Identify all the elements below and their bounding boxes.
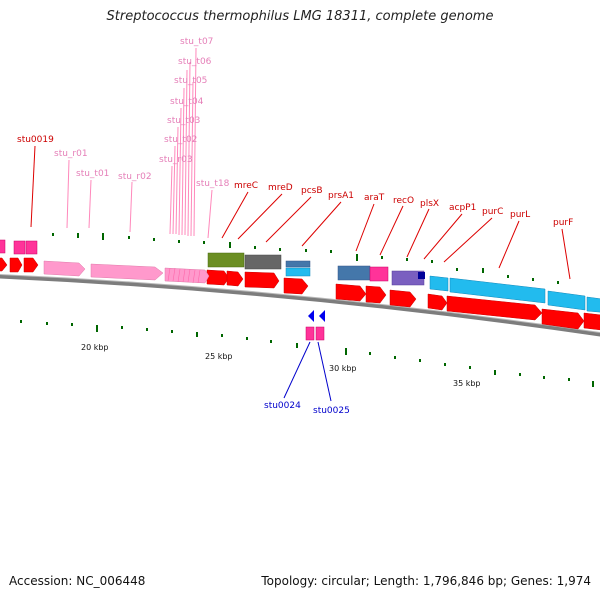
rrna-arrow — [43, 260, 86, 277]
cds-arrow — [0, 257, 8, 272]
label-acpP1: acpP1 — [449, 203, 476, 213]
reverse-arrow — [319, 310, 325, 322]
cog-box-cyan — [449, 277, 546, 304]
label-stu_r01: stu_r01 — [54, 149, 88, 159]
label-recO: recO — [393, 196, 414, 206]
cog-box-magenta — [25, 240, 38, 255]
cog-box-cyan — [429, 275, 449, 292]
cds-arrow — [9, 257, 23, 273]
cds-arrow — [283, 277, 309, 295]
label-purF: purF — [553, 218, 573, 228]
label-stu_t07: stu_t07 — [180, 37, 213, 47]
accession-text: Accession: NC_006448 — [9, 574, 146, 588]
cog-box-cyan — [586, 296, 600, 313]
label-stu_t18: stu_t18 — [196, 179, 230, 189]
cds-arrow — [23, 257, 39, 273]
reverse-leader-lines — [283, 341, 332, 402]
label-stu_t03: stu_t03 — [167, 116, 200, 126]
scale-label-25kbp: 25 kbp — [205, 352, 233, 361]
genome-summary-text: Topology: circular; Length: 1,796,846 bp… — [261, 574, 591, 588]
label-stu_t06: stu_t06 — [178, 57, 212, 67]
label-stu0019: stu0019 — [17, 135, 54, 145]
cds-arrow — [335, 283, 367, 302]
label-mreD: mreD — [268, 183, 293, 193]
cog-box-magenta — [369, 266, 389, 282]
label-mreC: mreC — [234, 181, 258, 191]
cds-arrow — [365, 285, 387, 304]
map-title: Streptococcus thermophilus LMG 18311, co… — [106, 9, 494, 24]
cds-arrow — [206, 269, 230, 286]
cds-arrow — [446, 295, 543, 321]
cds-arrow — [389, 289, 417, 308]
cog-box-magenta — [13, 240, 26, 255]
cog-row — [0, 239, 600, 313]
label-pcsB: pcsB — [301, 186, 323, 196]
label-stu0025: stu0025 — [313, 406, 350, 416]
label-stu_t02: stu_t02 — [164, 135, 197, 145]
label-purL: purL — [510, 210, 530, 220]
label-plsX: plsX — [420, 199, 439, 209]
cds-arrow — [541, 308, 585, 330]
cog-box-gray — [244, 254, 282, 270]
cog-box-cyan — [547, 290, 586, 311]
reverse-labels: stu0024 stu0025 — [264, 401, 350, 416]
label-prsA1: prsA1 — [328, 191, 354, 201]
cds-arrow — [427, 293, 448, 311]
cog-box-cyan — [285, 267, 311, 277]
cog-box-green — [207, 252, 245, 268]
cds-arrow — [244, 271, 280, 289]
rrna-arrow — [90, 263, 164, 281]
trna-cluster-hatch — [167, 267, 201, 284]
cog-box-magenta — [0, 239, 6, 254]
reverse-arrow — [308, 310, 314, 322]
label-stu_r02: stu_r02 — [118, 172, 152, 182]
cog-box-steel — [337, 265, 371, 281]
label-araT: araT — [364, 193, 385, 203]
label-stu_t05: stu_t05 — [174, 76, 207, 86]
cog-box-slate — [285, 260, 311, 268]
label-stu0024: stu0024 — [264, 401, 301, 411]
cds-arrow — [583, 312, 600, 331]
outer-gc-ticks — [52, 233, 559, 284]
rna-labels: stu_r01 stu_t01 stu_r02 stu_r03 stu_t02 … — [54, 37, 230, 189]
label-purC: purC — [482, 207, 503, 217]
genome-backbone — [0, 274, 600, 337]
reverse-strand-genes — [305, 310, 325, 341]
label-stu_r03: stu_r03 — [159, 155, 193, 165]
reverse-cog-box — [305, 326, 315, 341]
scale-label-20kbp: 20 kbp — [81, 343, 109, 352]
cog-box-navy — [418, 272, 425, 279]
reverse-cog-box — [315, 326, 325, 341]
trna-arrow — [164, 267, 210, 284]
label-stu_t01: stu_t01 — [76, 169, 109, 179]
cds-labels: stu0019 mreC mreD pcsB prsA1 araT recO p… — [17, 135, 573, 228]
scale-label-30kbp: 30 kbp — [329, 364, 357, 373]
cds-leader-lines — [30, 145, 571, 280]
scale-label-35kbp: 35 kbp — [453, 379, 481, 388]
label-stu_t04: stu_t04 — [170, 97, 204, 107]
inner-gc-ticks — [20, 320, 594, 387]
rna-leader-lines — [66, 47, 213, 239]
rna-row — [43, 260, 210, 284]
cds-arrow — [226, 270, 244, 287]
forward-cds-row — [0, 257, 600, 331]
